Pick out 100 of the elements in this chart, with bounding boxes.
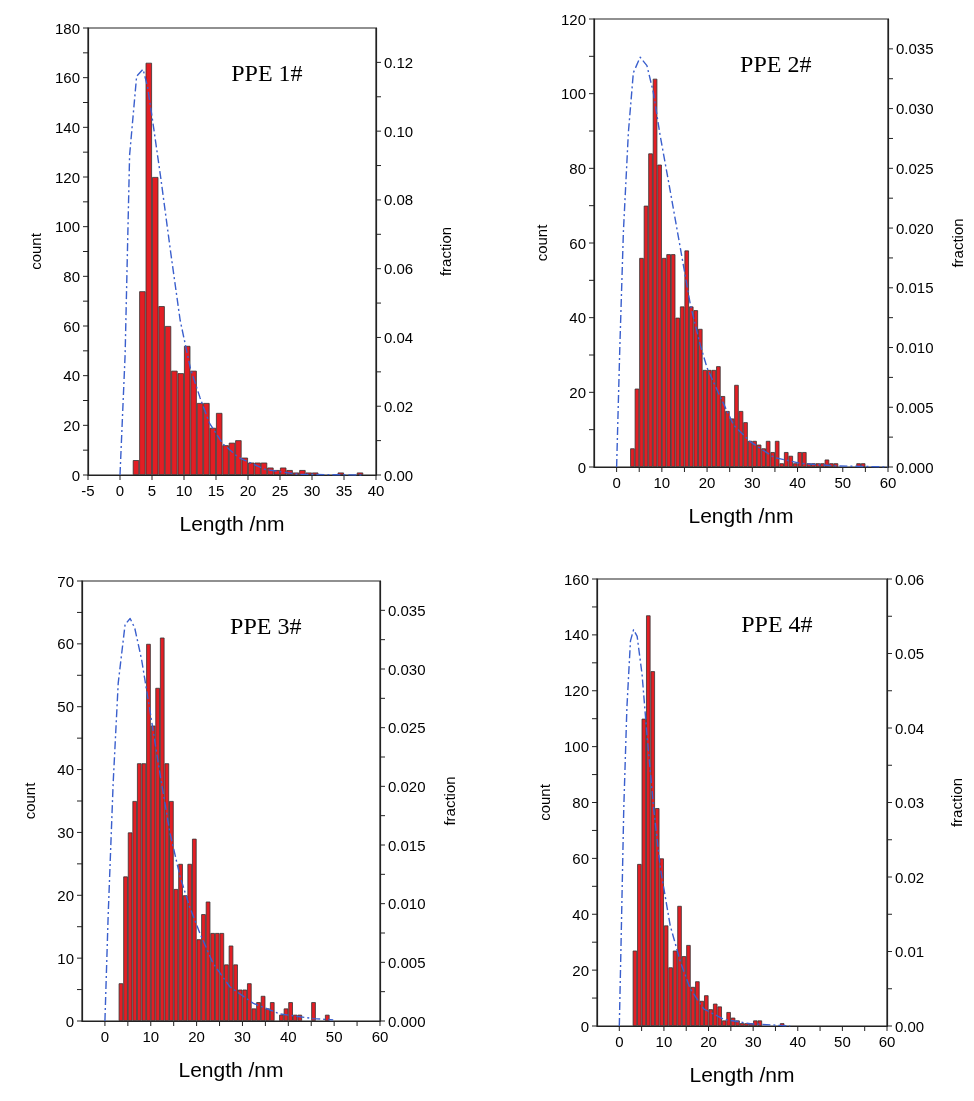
y-tick-label: 80	[569, 159, 586, 177]
y-tick-label: 20	[569, 383, 586, 401]
x-tick-label: 0	[615, 1033, 624, 1050]
y-tick-label: 80	[63, 267, 80, 285]
y2-tick-label: 0.06	[384, 260, 414, 278]
y2-tick-label: 0.00	[384, 466, 414, 484]
y-tick-label: 120	[563, 682, 589, 700]
y2-tick-label: 0.02	[895, 868, 925, 886]
x-tick-label: 40	[789, 474, 806, 491]
x-tick-label: 25	[271, 482, 289, 499]
y2-tick-label: 0.01	[895, 943, 925, 960]
x-tick-label: 30	[234, 1028, 251, 1045]
x-tick-label: 50	[834, 1033, 851, 1050]
y2-tick-label: 0.005	[896, 398, 934, 416]
y-tick-label: 60	[57, 635, 74, 653]
annotation: PPE 2#	[740, 51, 812, 77]
y2-tick-label: 0.010	[388, 895, 426, 913]
y2-tick-label: 0.035	[896, 40, 934, 58]
x-tick-label: 10	[655, 1033, 673, 1050]
y-tick-label: 120	[54, 168, 80, 186]
y2-tick-label: 0.00	[895, 1017, 925, 1035]
y2-tick-label: 0.04	[895, 719, 925, 737]
x-tick-label: 35	[335, 482, 353, 499]
y-tick-label: 100	[560, 85, 586, 103]
x-tick-label: 10	[653, 474, 671, 491]
y2-tick-label: 0.05	[895, 645, 925, 662]
line-series	[119, 68, 364, 476]
y2-tick-label: 0.020	[388, 777, 426, 795]
x-axis-title: Length /nm	[179, 512, 285, 535]
x-tick-label: 20	[239, 482, 257, 499]
y-tick-label: 180	[54, 19, 80, 37]
y-tick-label: 20	[57, 886, 74, 904]
x-tick-label: 5	[147, 482, 157, 499]
x-axis-title: Length /nm	[689, 1063, 795, 1086]
x-axis-title: Length /nm	[688, 504, 794, 527]
y2-tick-label: 0.10	[384, 122, 414, 140]
y2-tick-label: 0.015	[896, 279, 934, 297]
y-tick-label: 100	[563, 738, 589, 756]
y-tick-label: 40	[572, 905, 589, 923]
y2-axis-title: fraction	[441, 776, 458, 826]
y-tick-label: 70	[57, 572, 74, 590]
y-tick-label: 0	[577, 458, 586, 476]
y-tick-label: 40	[57, 761, 74, 779]
x-tick-label: 10	[175, 482, 193, 499]
line-series	[104, 617, 334, 1022]
x-tick-label: 30	[303, 482, 321, 499]
y-axis-title: count	[536, 783, 553, 821]
y-tick-label: 20	[63, 416, 80, 434]
y-axis-title: count	[533, 223, 550, 262]
y-tick-label: 20	[572, 961, 589, 979]
y2-tick-label: 0.06	[895, 570, 925, 588]
y-tick-label: 120	[560, 10, 586, 28]
x-tick-label: 20	[188, 1028, 205, 1045]
x-tick-label: 0	[115, 482, 125, 499]
y2-tick-label: 0.025	[388, 719, 426, 737]
y-tick-label: 50	[57, 698, 74, 716]
y-tick-label: 140	[54, 118, 80, 136]
y2-tick-label: 0.035	[388, 601, 426, 619]
y2-tick-label: 0.010	[896, 339, 934, 357]
y2-tick-label: 0.02	[384, 397, 414, 415]
x-tick-label: 30	[743, 474, 761, 491]
y2-tick-label: 0.005	[388, 953, 426, 971]
y2-axis-title: fraction	[437, 226, 454, 277]
y2-axis-title: fraction	[948, 777, 965, 828]
y2-tick-label: 0.03	[895, 794, 925, 811]
y2-tick-label: 0.020	[896, 219, 934, 237]
y2-tick-label: 0.04	[384, 328, 414, 346]
y2-tick-label: 0.000	[896, 458, 934, 476]
y-tick-label: 160	[54, 69, 80, 87]
x-tick-label: 10	[142, 1028, 160, 1045]
x-tick-label: 0	[612, 474, 621, 491]
x-tick-label: 20	[700, 1033, 717, 1050]
y2-tick-label: 0.000	[388, 1012, 426, 1030]
annotation: PPE 3#	[230, 613, 302, 639]
x-tick-label: 60	[879, 474, 897, 491]
line-series	[615, 56, 889, 468]
x-tick-label: 0	[100, 1028, 110, 1045]
y-tick-label: 60	[569, 234, 586, 252]
x-tick-label: -5	[81, 482, 95, 499]
y-tick-label: 60	[63, 317, 80, 335]
x-tick-label: 50	[325, 1028, 343, 1045]
y-tick-label: 0	[65, 1012, 74, 1030]
x-tick-label: 20	[698, 474, 716, 491]
x-tick-label: 40	[789, 1033, 807, 1050]
y-axis-title: count	[21, 781, 38, 820]
y2-tick-label: 0.12	[384, 53, 414, 71]
y-tick-label: 10	[57, 949, 74, 967]
x-axis-title: Length /nm	[178, 1058, 284, 1081]
x-tick-label: 40	[367, 482, 385, 499]
y2-tick-label: 0.030	[388, 660, 426, 678]
y2-tick-label: 0.025	[896, 159, 934, 177]
y-tick-label: 40	[569, 309, 586, 327]
y-tick-label: 30	[57, 823, 74, 841]
y2-axis-title: fraction	[949, 218, 966, 268]
y-tick-label: 80	[572, 794, 589, 811]
y-tick-label: 60	[572, 849, 589, 867]
y-tick-label: 100	[54, 218, 80, 236]
y-axis-title: count	[27, 232, 44, 270]
annotation: PPE 1#	[231, 60, 303, 86]
x-tick-label: 30	[744, 1033, 762, 1050]
